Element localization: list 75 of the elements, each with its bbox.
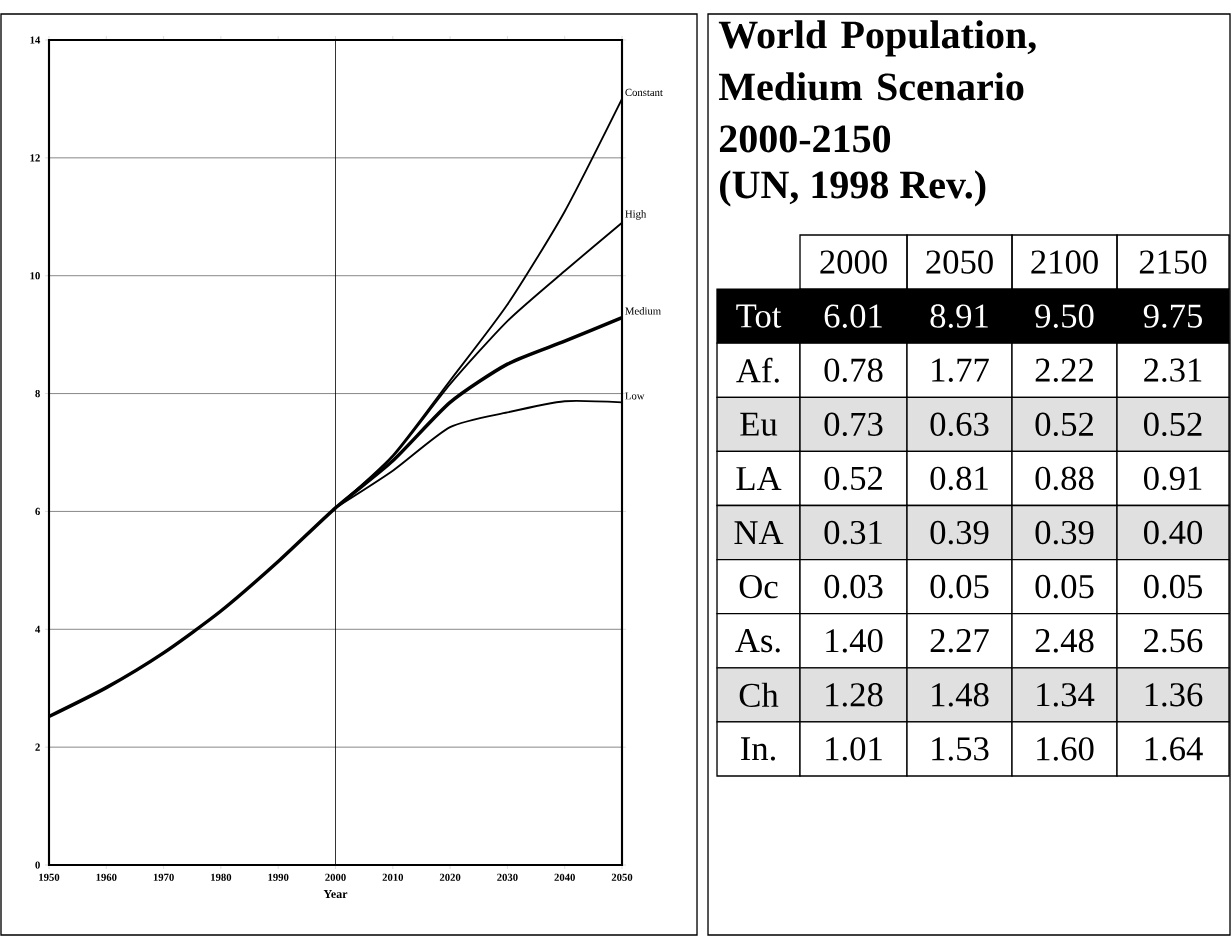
data-label: 1.48 (932, 683, 989, 707)
y-tick-label: 2 (35, 743, 40, 751)
data-label: 0.63 (930, 412, 989, 437)
data-label: 0.78 (824, 358, 883, 383)
data-label: 0.05 (930, 574, 989, 599)
y-tick-label: 12 (30, 154, 40, 162)
y-tick-label: 14 (30, 36, 41, 44)
y-tick-label: Af. (736, 357, 779, 383)
x-tick-label: 2030 (497, 873, 518, 881)
y-tick-label: NA (734, 521, 784, 544)
y-tick-label: Oc (739, 575, 778, 599)
data-label: 9.50 (1035, 304, 1094, 328)
x-tick-label: 1960 (96, 873, 117, 881)
y-tick-label: Ch (739, 682, 779, 708)
x-tick-label: 2050 (611, 873, 633, 881)
y-tick-label: 6 (35, 507, 40, 516)
series-label: High (625, 210, 647, 220)
data-label: 2.22 (1035, 358, 1093, 382)
data-label: 2.27 (930, 629, 989, 653)
x-tick-label: 2000 (820, 250, 887, 274)
x-tick-label: 1970 (153, 873, 174, 881)
data-label: 0.39 (1035, 520, 1094, 545)
x-tick-label: 2020 (439, 873, 461, 881)
y-tick-label: Tot (736, 304, 782, 328)
y-tick-label: As. (735, 629, 780, 653)
series-label: Constant (625, 88, 663, 96)
x-tick-label: 2010 (382, 873, 404, 881)
data-label: 2.31 (1144, 358, 1202, 382)
y-tick-label: LA (736, 467, 782, 490)
data-label: 0.81 (930, 466, 988, 491)
data-label: 0.31 (824, 520, 882, 545)
data-label: 2.48 (1035, 628, 1094, 653)
data-label: 1.60 (1037, 737, 1094, 761)
x-tick-label: 1990 (268, 873, 289, 881)
data-label: 0.52 (1144, 412, 1202, 437)
data-label: 1.36 (1145, 683, 1203, 707)
data-label: 0.73 (824, 412, 883, 437)
data-label: 8.91 (930, 304, 988, 328)
y-tick-label: 8 (35, 389, 40, 398)
data-label: 0.91 (1144, 466, 1202, 491)
data-label: 6.01 (824, 304, 882, 328)
x-tick-label: 2100 (1031, 250, 1098, 274)
data-label: 0.88 (1035, 466, 1094, 491)
data-label: 1.40 (826, 628, 883, 653)
x-tick-label: 2000 (325, 873, 346, 881)
data-label: 0.52 (824, 466, 882, 491)
chart-title: World Population, Medium Scenario 2000-2150 (718, 20, 1036, 153)
series-label: Low (625, 392, 645, 400)
data-label: 1.01 (826, 737, 882, 761)
y-tick-label: Eu (740, 412, 778, 436)
series-label: Medium (625, 307, 661, 315)
y-tick-label: In. (740, 737, 775, 761)
data-label: 0.05 (1144, 574, 1202, 599)
x-tick-label: 1950 (39, 873, 60, 881)
data-label: 0.03 (824, 574, 883, 599)
data-label: 0.05 (1035, 574, 1094, 599)
data-label: 1.64 (1145, 737, 1203, 761)
data-label: 1.53 (932, 737, 989, 761)
data-label: 0.52 (1035, 412, 1093, 437)
x-tick-label: 2040 (554, 873, 575, 881)
x-tick-label: 2150 (1139, 250, 1207, 274)
x-axis-title: Year (323, 890, 348, 899)
x-tick-label: 1980 (211, 873, 232, 881)
data-label: 0.39 (930, 520, 989, 545)
data-label: 2.56 (1144, 629, 1203, 653)
data-label: 1.28 (826, 683, 883, 707)
x-tick-label: 2050 (926, 250, 993, 274)
data-label: 1.34 (1037, 683, 1095, 707)
y-tick-label: 0 (35, 861, 40, 869)
data-label: 0.40 (1144, 520, 1203, 545)
data-label: 9.75 (1143, 304, 1202, 328)
data-label: 1.77 (932, 358, 989, 382)
y-tick-label: 10 (30, 272, 40, 280)
chart-subtitle: (UN, 1998 Rev.) (720, 170, 986, 207)
y-tick-label: 4 (35, 625, 41, 633)
